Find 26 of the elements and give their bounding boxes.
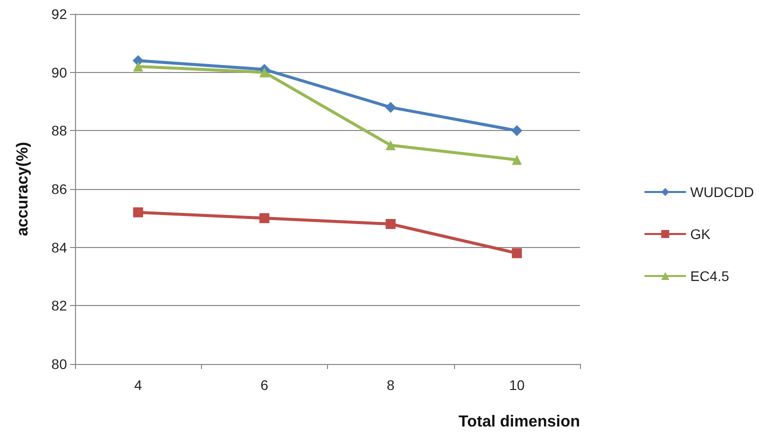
point <box>259 213 270 224</box>
x-tick-label: 6 <box>260 377 268 393</box>
point <box>512 154 522 165</box>
x-tick-label: 10 <box>509 377 525 393</box>
y-tick-label: 92 <box>51 6 68 22</box>
y-tick-label: 80 <box>51 356 68 372</box>
point <box>386 140 396 150</box>
legend-label: WUDCDD <box>690 184 754 200</box>
point <box>512 248 522 258</box>
x-tick-label: 4 <box>134 377 142 393</box>
x-tick-label: 8 <box>386 377 395 393</box>
y-tick-label: 86 <box>51 181 68 197</box>
point <box>511 125 522 136</box>
point <box>133 62 144 72</box>
point <box>133 207 144 218</box>
y-tick-label: 82 <box>51 298 68 314</box>
point <box>259 67 270 78</box>
legend-label: EC4.5 <box>690 268 730 284</box>
y-tick-label: 90 <box>51 64 68 80</box>
point <box>385 102 396 113</box>
x-axis-title: Total dimension <box>458 414 580 430</box>
y-tick-label: 88 <box>51 122 68 139</box>
point <box>386 219 396 229</box>
y-tick-label: 84 <box>51 239 68 256</box>
legend-label: GK <box>690 226 712 242</box>
y-axis-title: accuracy(%) <box>14 142 32 236</box>
